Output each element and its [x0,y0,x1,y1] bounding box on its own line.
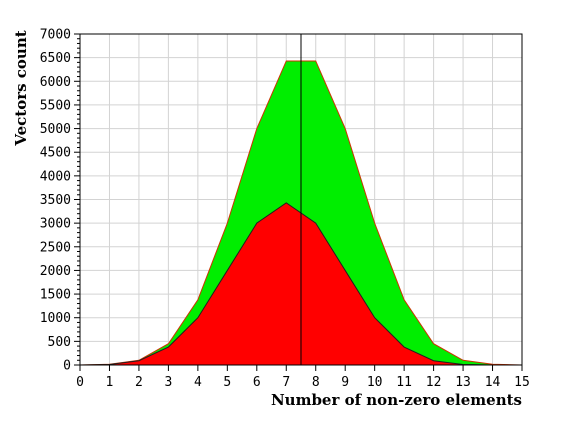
x-tick-label: 2 [135,375,143,390]
x-tick-label: 5 [223,375,231,390]
x-tick-label: 12 [426,375,442,390]
x-tick-label: 14 [485,375,501,390]
y-tick-label: 0 [63,359,71,374]
y-tick-label: 5500 [40,98,71,113]
y-tick-label: 2000 [40,264,71,279]
y-tick-label: 3500 [40,193,71,208]
y-tick-label: 6000 [40,75,71,90]
x-axis-title: Number of non-zero elements [271,391,522,409]
x-tick-label: 6 [253,375,261,390]
y-tick-label: 4000 [40,169,71,184]
y-tick-label: 7000 [40,28,71,43]
y-tick-label: 1000 [40,311,71,326]
y-tick-label: 6500 [40,51,71,66]
x-tick-label: 10 [367,375,383,390]
x-tick-label: 11 [396,375,412,390]
y-tick-label: 3000 [40,217,71,232]
x-tick-label: 4 [194,375,202,390]
y-tick-label: 5000 [40,122,71,137]
x-tick-label: 3 [164,375,172,390]
x-tick-label: 0 [76,375,84,390]
y-tick-label: 2500 [40,240,71,255]
x-tick-label: 13 [455,375,471,390]
x-tick-label: 1 [106,375,114,390]
y-tick-label: 1500 [40,288,71,303]
x-tick-label: 9 [341,375,349,390]
y-tick-label: 500 [48,335,71,350]
y-axis-title: Vectors count [12,30,30,146]
x-tick-label: 7 [282,375,290,390]
x-tick-label: 15 [514,375,530,390]
axis-ticks: 0 500 1000 1500 2000 2500 3000 3500 4000 4500 5000… [40,28,530,391]
y-tick-label: 4500 [40,146,71,161]
x-tick-label: 8 [312,375,320,390]
